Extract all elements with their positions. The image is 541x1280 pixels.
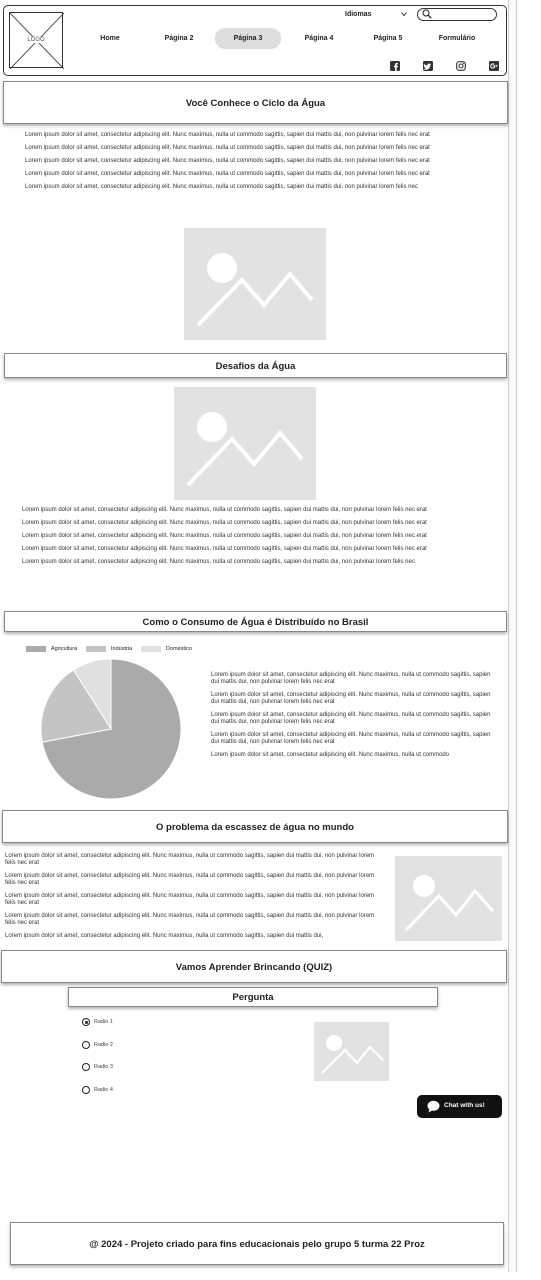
legend-label-agricultura: Agricultura bbox=[51, 646, 78, 652]
paragraph: Lorem ipsum dolor sit amet, consectetur … bbox=[5, 913, 375, 926]
image-placeholder-icon bbox=[404, 875, 495, 932]
section-title-quiz: Vamos Aprender Brincando (QUIZ) bbox=[1, 950, 507, 983]
nav-pagina-4[interactable]: Página 4 bbox=[304, 35, 334, 42]
paragraph: Lorem ipsum dolor sit amet, consectetur … bbox=[22, 533, 427, 539]
paragraph: Lorem ipsum dolor sit amet, consectetur … bbox=[22, 507, 427, 513]
paragraph: Lorem ipsum dolor sit amet, consectetur … bbox=[5, 933, 324, 939]
paragraph: Lorem ipsum dolor sit amet, consectetur … bbox=[25, 184, 418, 190]
legend-swatch-domestico bbox=[141, 646, 161, 652]
quiz-question-title: Pergunta bbox=[68, 987, 438, 1007]
facebook-icon[interactable] bbox=[390, 61, 400, 71]
section-title-desafios: Desafios da Água bbox=[4, 353, 507, 378]
chevron-down-icon[interactable] bbox=[401, 11, 407, 19]
paragraphs-ciclo: Lorem ipsum dolor sit amet, consectetur … bbox=[25, 132, 495, 197]
legend-label-industria: Indústria bbox=[111, 646, 133, 652]
section-title-escassez: O problema da escassez de água no mundo bbox=[2, 810, 508, 843]
image-placeholder-icon bbox=[186, 412, 304, 487]
google-plus-icon[interactable] bbox=[489, 61, 499, 71]
vertical-scrollbar[interactable] bbox=[508, 0, 517, 1272]
paragraph: Lorem ipsum dolor sit amet, consectetur … bbox=[211, 692, 491, 705]
paragraph: Lorem ipsum dolor sit amet, consectetur … bbox=[25, 158, 430, 164]
radio-label-1: Radio 1 bbox=[94, 1019, 113, 1025]
radio-label-2: Radio 2 bbox=[94, 1042, 113, 1048]
paragraphs-consumo: Lorem ipsum dolor sit amet, consectetur … bbox=[211, 672, 495, 765]
nav-home[interactable]: Home bbox=[100, 35, 120, 42]
paragraph: Lorem ipsum dolor sit amet, consectetur … bbox=[211, 712, 491, 725]
pie-slice-domestico bbox=[72, 658, 112, 731]
section-title-consumo: Como o Consumo de Água é Distribuído no … bbox=[4, 611, 507, 632]
instagram-icon[interactable] bbox=[456, 61, 466, 71]
paragraph: Lorem ipsum dolor sit amet, consectetur … bbox=[5, 873, 375, 886]
radio-label-4: Radio 4 bbox=[94, 1087, 113, 1093]
twitter-icon[interactable] bbox=[423, 61, 433, 71]
image-placeholder bbox=[184, 228, 326, 340]
image-placeholder-icon bbox=[321, 1035, 384, 1074]
legend-swatch-agricultura bbox=[26, 646, 46, 652]
pie-chart bbox=[40, 658, 182, 800]
paragraph: Lorem ipsum dolor sit amet, consectetur … bbox=[22, 559, 415, 565]
radio-3[interactable] bbox=[82, 1063, 90, 1071]
logo[interactable]: LOGO bbox=[9, 12, 64, 69]
paragraph: Lorem ipsum dolor sit amet, consectetur … bbox=[25, 145, 430, 151]
nav-pagina-5[interactable]: Página 5 bbox=[373, 35, 403, 42]
chat-button[interactable]: Chat with us! bbox=[417, 1095, 502, 1118]
language-select[interactable]: Idiomas bbox=[345, 11, 372, 18]
paragraphs-desafios: Lorem ipsum dolor sit amet, consectetur … bbox=[22, 507, 488, 572]
footer: @ 2024 - Projeto criado para fins educac… bbox=[10, 1222, 504, 1265]
legend-label-domestico: Doméstico bbox=[166, 646, 192, 652]
pie-slice-agricultura bbox=[41, 658, 182, 800]
paragraph: Lorem ipsum dolor sit amet, consectetur … bbox=[22, 520, 427, 526]
paragraph: Lorem ipsum dolor sit amet, consectetur … bbox=[211, 752, 450, 758]
paragraph: Lorem ipsum dolor sit amet, consectetur … bbox=[25, 171, 430, 177]
paragraphs-escassez: Lorem ipsum dolor sit amet, consectetur … bbox=[5, 853, 385, 946]
paragraph: Lorem ipsum dolor sit amet, consectetur … bbox=[25, 132, 430, 138]
logo-text: LOGO bbox=[25, 37, 47, 43]
radio-2[interactable] bbox=[82, 1041, 90, 1049]
chat-label: Chat with us! bbox=[444, 1102, 485, 1109]
image-placeholder bbox=[314, 1022, 389, 1081]
paragraph: Lorem ipsum dolor sit amet, consectetur … bbox=[5, 853, 375, 866]
image-placeholder-icon bbox=[196, 253, 314, 327]
nav-pagina-3[interactable]: Página 3 bbox=[215, 28, 281, 49]
radio-label-3: Radio 3 bbox=[94, 1064, 113, 1070]
search-icon[interactable] bbox=[422, 9, 432, 19]
chat-bubble-icon bbox=[427, 1100, 440, 1113]
image-placeholder bbox=[395, 856, 502, 941]
paragraph: Lorem ipsum dolor sit amet, consectetur … bbox=[211, 732, 491, 745]
radio-4[interactable] bbox=[82, 1086, 90, 1094]
paragraph: Lorem ipsum dolor sit amet, consectetur … bbox=[22, 546, 427, 552]
image-placeholder bbox=[174, 387, 316, 500]
paragraph: Lorem ipsum dolor sit amet, consectetur … bbox=[5, 893, 375, 906]
legend-swatch-industria bbox=[86, 646, 106, 652]
search-input[interactable] bbox=[417, 8, 497, 21]
radio-1[interactable] bbox=[82, 1018, 90, 1026]
paragraph: Lorem ipsum dolor sit amet, consectetur … bbox=[211, 672, 491, 685]
nav-pagina-2[interactable]: Página 2 bbox=[164, 35, 194, 42]
nav-formulario[interactable]: Formulário bbox=[438, 35, 476, 42]
pie-slice-industria bbox=[40, 669, 112, 743]
section-title-ciclo: Você Conhece o Ciclo da Água bbox=[3, 81, 508, 124]
